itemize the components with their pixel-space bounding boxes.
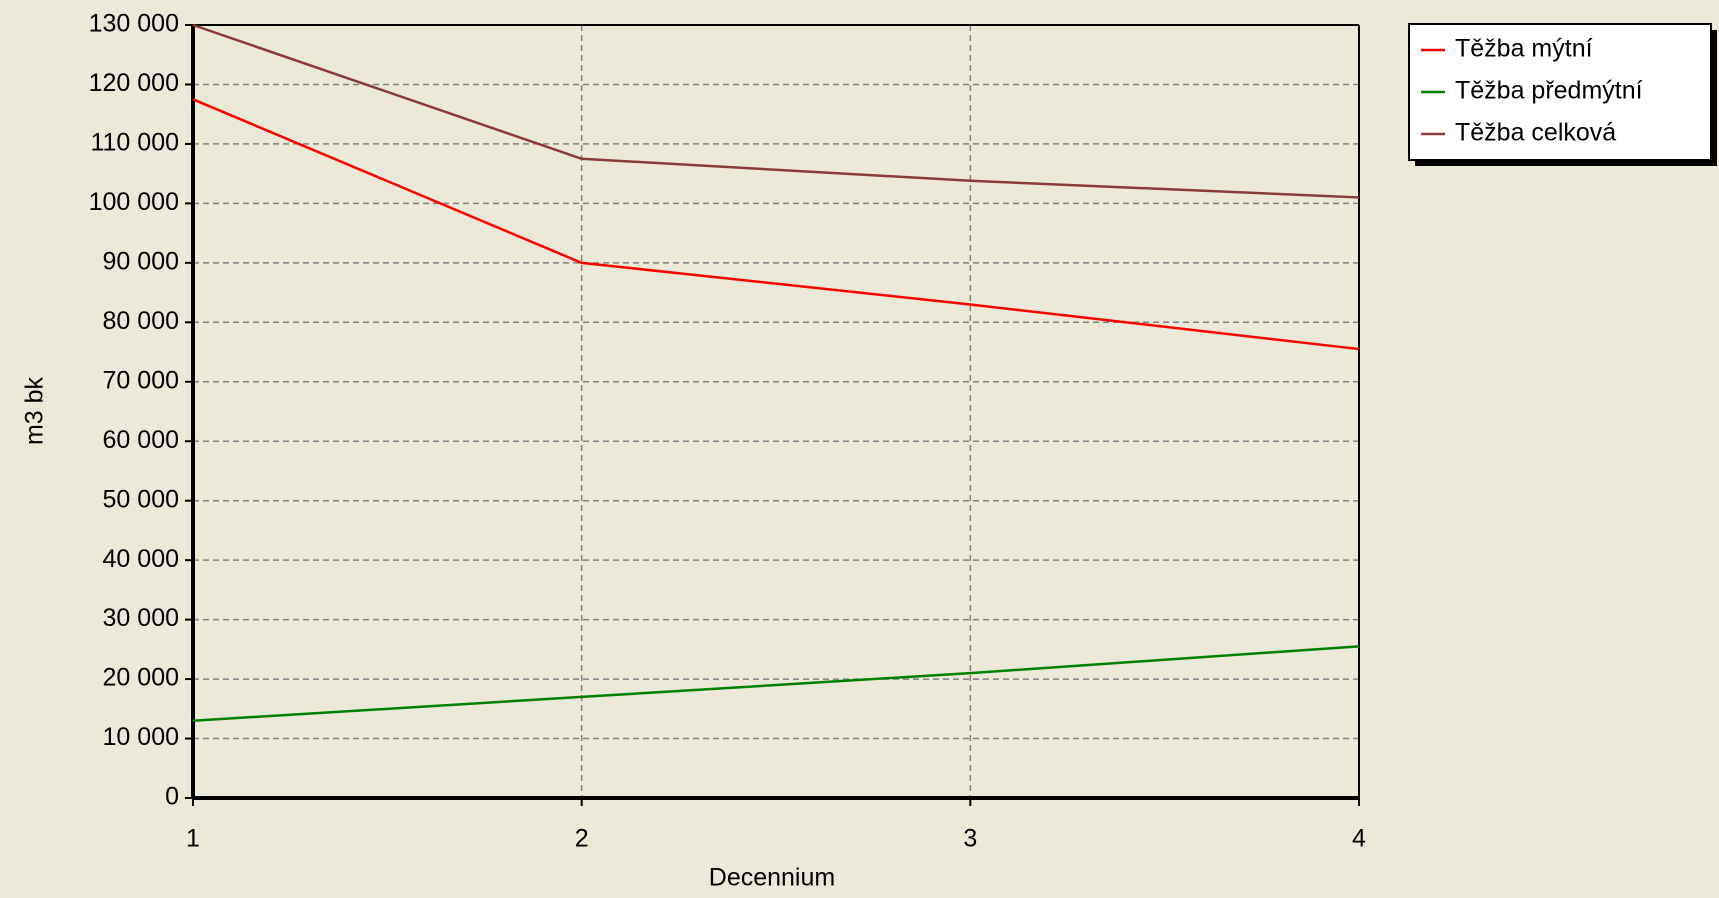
x-tick-label: 3 xyxy=(963,825,977,853)
series-line xyxy=(192,23,1360,199)
y-tick-label: 10 000 xyxy=(103,723,179,751)
legend-label: Těžba mýtní xyxy=(1455,35,1593,63)
legend xyxy=(1408,23,1712,161)
y-axis-label: m3 bk xyxy=(21,376,49,445)
y-tick-label: 80 000 xyxy=(103,307,179,335)
legend-label: Těžba celková xyxy=(1455,119,1616,147)
x-tick-label: 1 xyxy=(186,825,200,853)
y-tick-label: 70 000 xyxy=(103,366,179,394)
y-tick-label: 110 000 xyxy=(90,129,179,157)
x-tick-label: 2 xyxy=(575,825,589,853)
x-axis-label: Decennium xyxy=(709,864,835,892)
y-tick-label: 60 000 xyxy=(103,426,179,454)
series-line xyxy=(192,98,1360,351)
y-tick-label: 100 000 xyxy=(89,188,179,216)
y-tick-label: 50 000 xyxy=(103,485,179,513)
y-tick-label: 20 000 xyxy=(103,664,179,692)
y-tick-label: 30 000 xyxy=(103,604,179,632)
series-line xyxy=(192,645,1360,722)
y-tick-label: 40 000 xyxy=(103,545,179,573)
y-tick-label: 130 000 xyxy=(89,10,179,38)
legend-label: Těžba předmýtní xyxy=(1455,77,1643,105)
y-tick-label: 0 xyxy=(165,783,179,811)
y-tick-label: 120 000 xyxy=(89,69,179,97)
plot-area xyxy=(193,25,1359,798)
x-tick-label: 4 xyxy=(1352,825,1366,853)
y-tick-label: 90 000 xyxy=(103,247,179,275)
